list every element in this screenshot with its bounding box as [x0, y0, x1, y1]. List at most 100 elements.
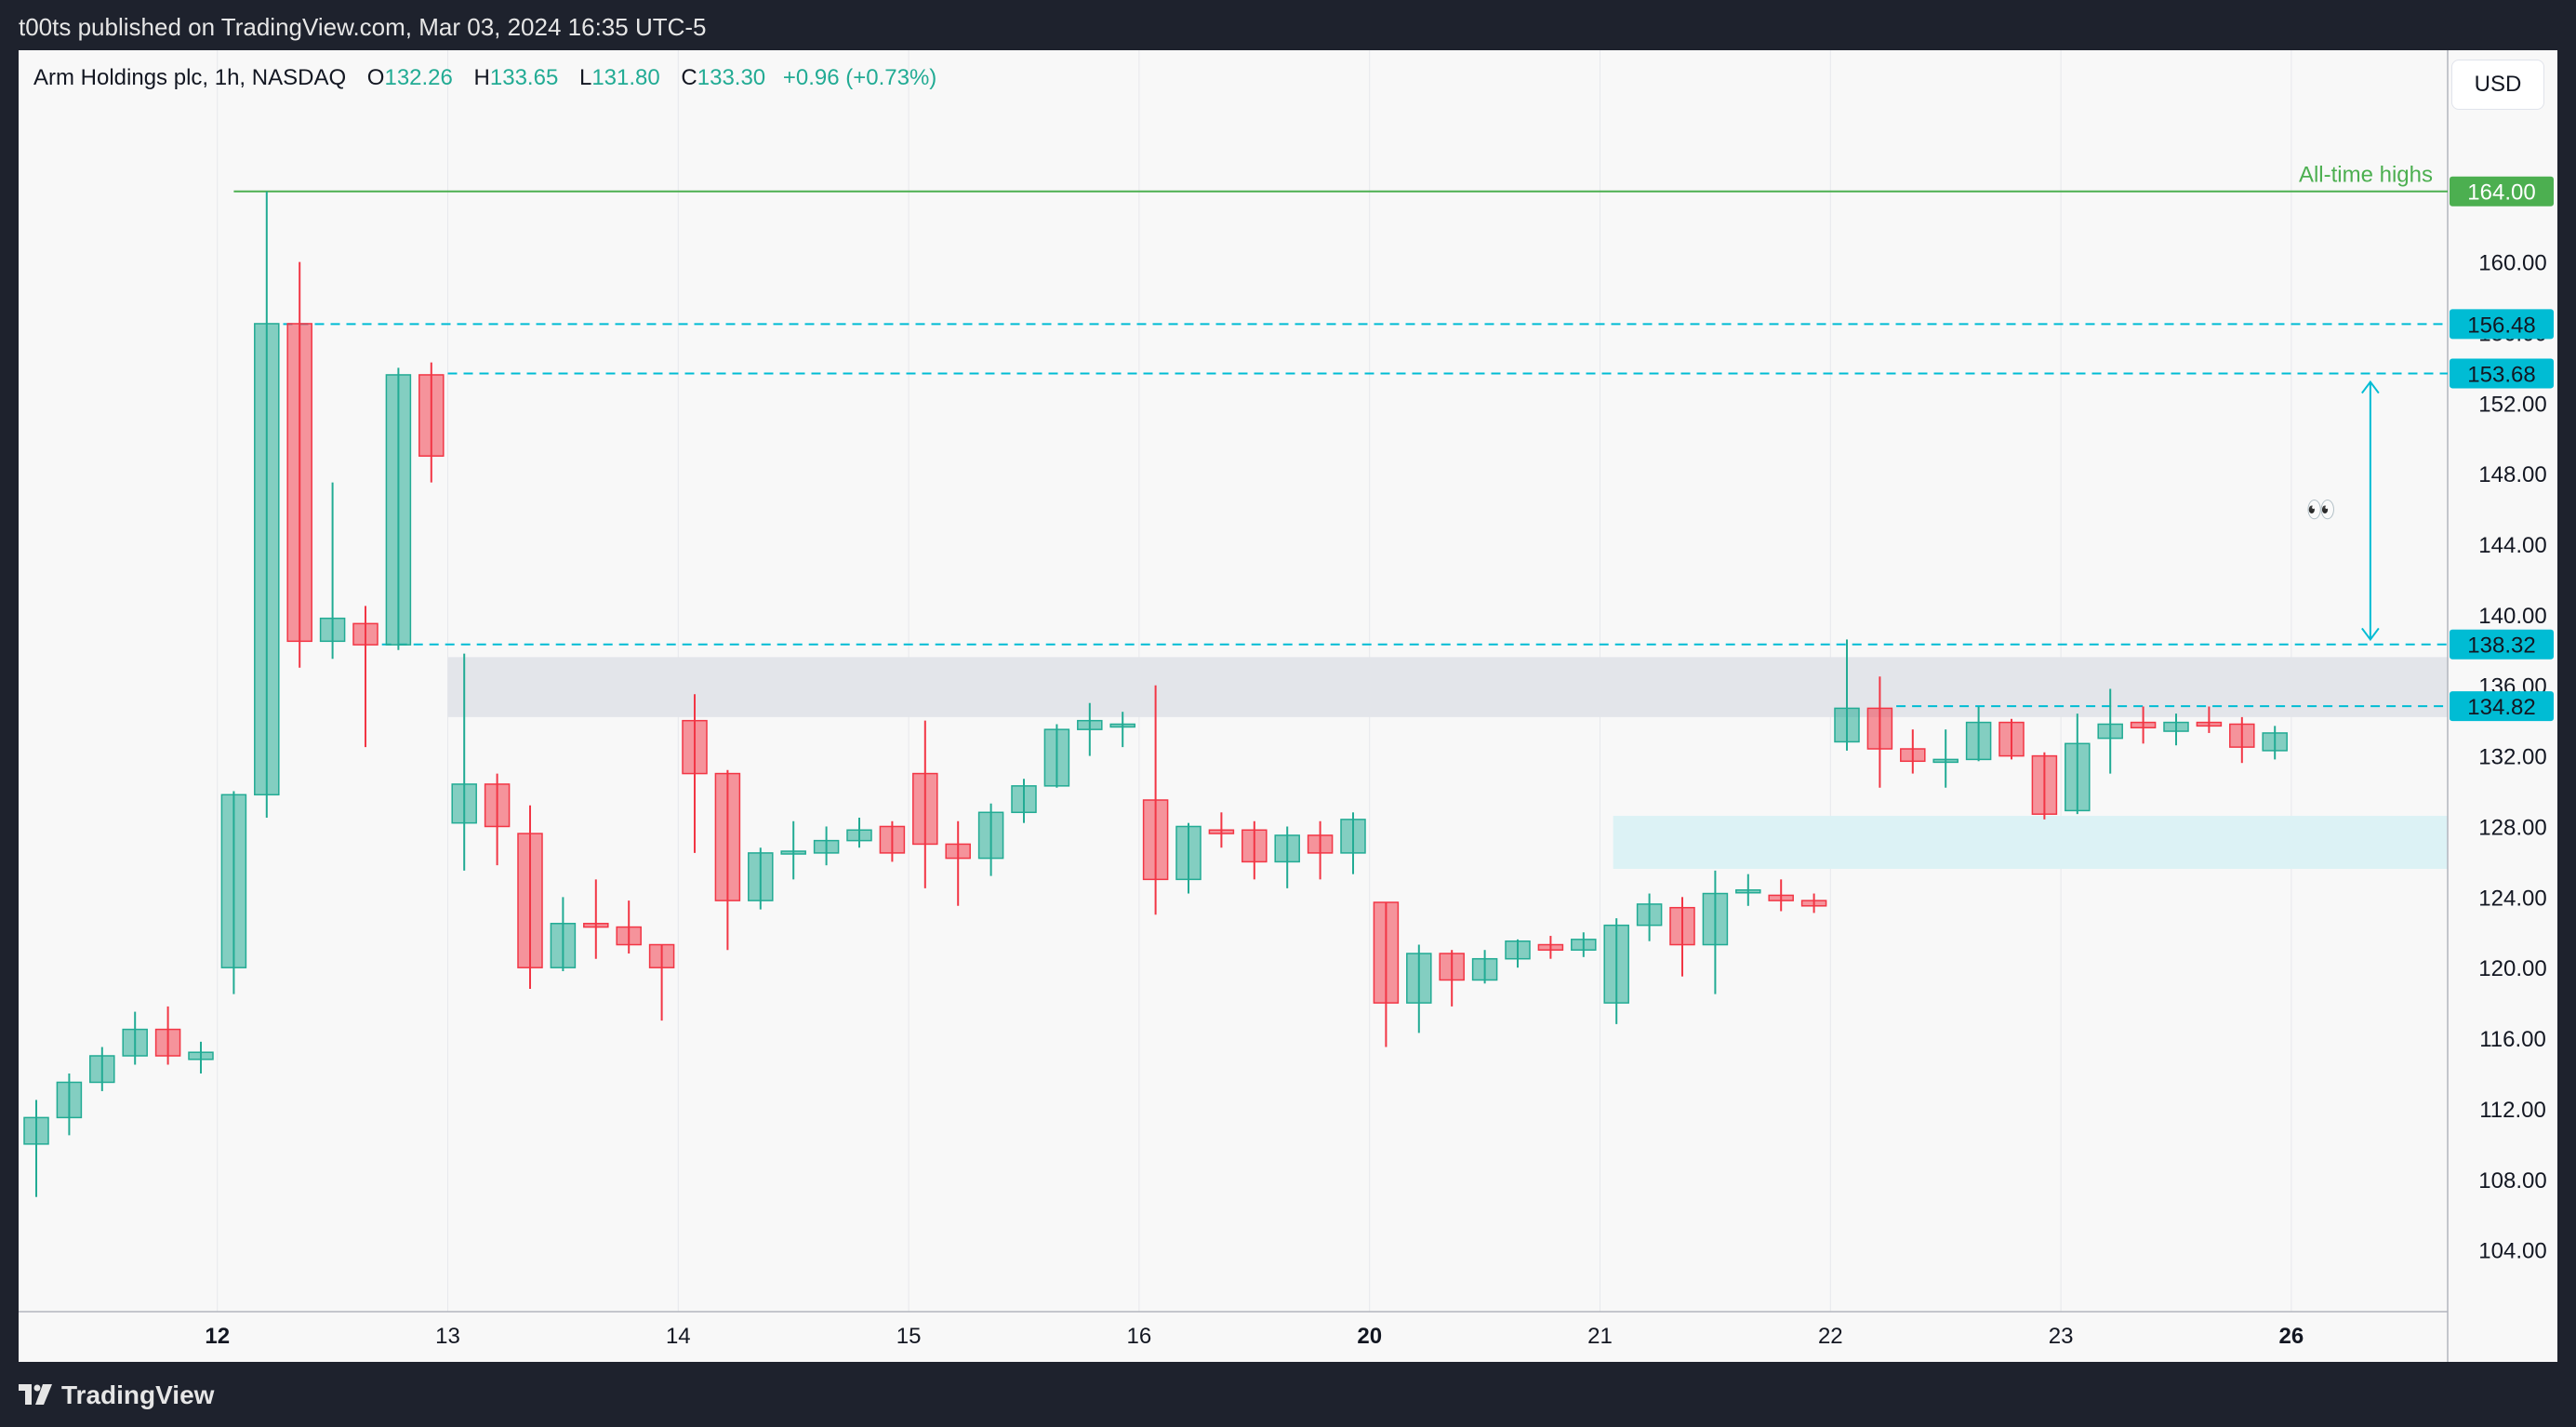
candle-body — [1669, 906, 1695, 946]
time-tick-label: 16 — [1127, 1324, 1152, 1349]
eyes-emoji-note: 👀 — [2306, 497, 2336, 525]
candle-body — [1077, 719, 1103, 730]
low-label: L — [578, 65, 592, 90]
candle-body — [1636, 903, 1663, 927]
candle-body — [616, 926, 642, 946]
candle-body — [451, 783, 477, 824]
time-tick-label: 13 — [435, 1324, 460, 1349]
candle-body — [714, 772, 741, 901]
time-tick-label: 23 — [2049, 1324, 2074, 1349]
high-label: H — [473, 65, 490, 90]
price-tick-label: 116.00 — [2479, 1027, 2546, 1052]
candle-body — [286, 323, 312, 643]
candle-body — [23, 1116, 49, 1145]
price-tick-label: 148.00 — [2478, 462, 2546, 487]
time-tick-label: 26 — [2279, 1324, 2304, 1349]
close-label: C — [681, 65, 697, 90]
price-level-tag — [2450, 691, 2554, 722]
candle-body — [977, 811, 1004, 860]
open-label: O — [366, 65, 385, 90]
price-tick-label: 112.00 — [2479, 1098, 2546, 1123]
price-tick-label: 132.00 — [2478, 745, 2546, 770]
candle-body — [2262, 732, 2288, 752]
price-level-tag-label: 153.68 — [2467, 362, 2535, 387]
candle-body — [1142, 799, 1169, 881]
candle-body — [418, 374, 445, 457]
candle-body — [583, 923, 609, 928]
price-tick-label: 124.00 — [2478, 886, 2546, 911]
price-level-tag-label: 134.82 — [2467, 695, 2535, 720]
price-level-tag — [2450, 629, 2554, 660]
candle-body — [550, 923, 577, 968]
price-level-annotation: All-time highs — [2299, 163, 2433, 188]
change-value: +0.96 (+0.73%) — [782, 65, 937, 90]
candle-body — [1109, 723, 1135, 728]
candle-body — [254, 323, 280, 796]
price-level-tag-label: 138.32 — [2467, 633, 2535, 659]
price-level-tag — [2450, 358, 2554, 389]
price-tick-label: 128.00 — [2478, 815, 2546, 840]
price-level-tag — [2450, 309, 2554, 340]
symbol-name: Arm Holdings plc, 1h, NASDAQ — [33, 65, 347, 90]
time-tick-label: 14 — [666, 1324, 691, 1349]
candle-body — [1603, 924, 1629, 1004]
candle-body — [1208, 829, 1235, 834]
currency-button[interactable]: USD — [2451, 60, 2544, 110]
price-tick-label: 108.00 — [2478, 1168, 2546, 1194]
candle-body — [2130, 721, 2157, 729]
candle-body — [484, 783, 511, 828]
candle-body — [1834, 707, 1860, 743]
candle-body — [2196, 721, 2223, 727]
tradingview-logo-icon — [19, 1384, 52, 1405]
price-tick-label: 104.00 — [2478, 1239, 2546, 1264]
symbol-legend: Arm Holdings plc, 1h, NASDAQ O132.26 H13… — [33, 65, 936, 91]
price-level-tag-label: 164.00 — [2467, 180, 2535, 206]
candle-body — [1406, 953, 1432, 1004]
candle-body — [1043, 728, 1070, 787]
candle-body — [748, 852, 774, 901]
candle-body — [1800, 900, 1827, 907]
close-value: 133.30 — [697, 65, 766, 90]
candle-body — [1965, 721, 1992, 761]
candle-body — [1175, 825, 1202, 881]
candle-body — [1932, 758, 1959, 764]
candle-body — [352, 622, 378, 646]
candle-body — [188, 1051, 214, 1060]
price-zone — [447, 657, 2448, 717]
candlestick-chart[interactable]: 104.00 108.00 112.00 116.00 120.00 124.00 128.… — [19, 50, 2557, 1362]
candle-body — [220, 794, 247, 968]
candle-body — [648, 943, 675, 968]
price-tick-label: 144.00 — [2478, 533, 2546, 558]
price-tick-label: 160.00 — [2478, 251, 2546, 276]
time-tick-label: 12 — [205, 1324, 230, 1349]
candle-body — [945, 843, 971, 860]
candle-body — [385, 374, 412, 646]
candle-body — [912, 772, 938, 846]
time-tick-label: 20 — [1357, 1324, 1382, 1349]
candle-body — [780, 850, 806, 855]
candle-body — [879, 825, 906, 854]
chart-area[interactable]: 104.00 108.00 112.00 116.00 120.00 124.00 128.… — [19, 50, 2557, 1362]
candle-body — [1537, 943, 1564, 951]
candle-body — [1471, 957, 1498, 981]
candle-body — [517, 833, 543, 968]
candle-body — [1373, 901, 1400, 1004]
candle-body — [319, 617, 346, 643]
low-value: 131.80 — [591, 65, 660, 90]
candle-body — [1011, 785, 1037, 814]
footer-bar: TradingView — [0, 1362, 2576, 1427]
candle-body — [1866, 707, 1893, 750]
candle-body — [2065, 742, 2091, 812]
price-zone — [1613, 816, 2448, 869]
price-tick-label: 120.00 — [2478, 956, 2546, 981]
candle-body — [846, 829, 872, 842]
publish-text: t00ts published on TradingView.com, Mar … — [19, 13, 707, 41]
candle-body — [2163, 721, 2189, 732]
candle-body — [1735, 888, 1761, 894]
candle-body — [2229, 723, 2255, 748]
candle-body — [1340, 819, 1366, 854]
candle-body — [2097, 723, 2123, 740]
time-tick-label: 15 — [896, 1324, 922, 1349]
candle-body — [2031, 754, 2058, 815]
price-tick-label: 152.00 — [2478, 392, 2546, 417]
